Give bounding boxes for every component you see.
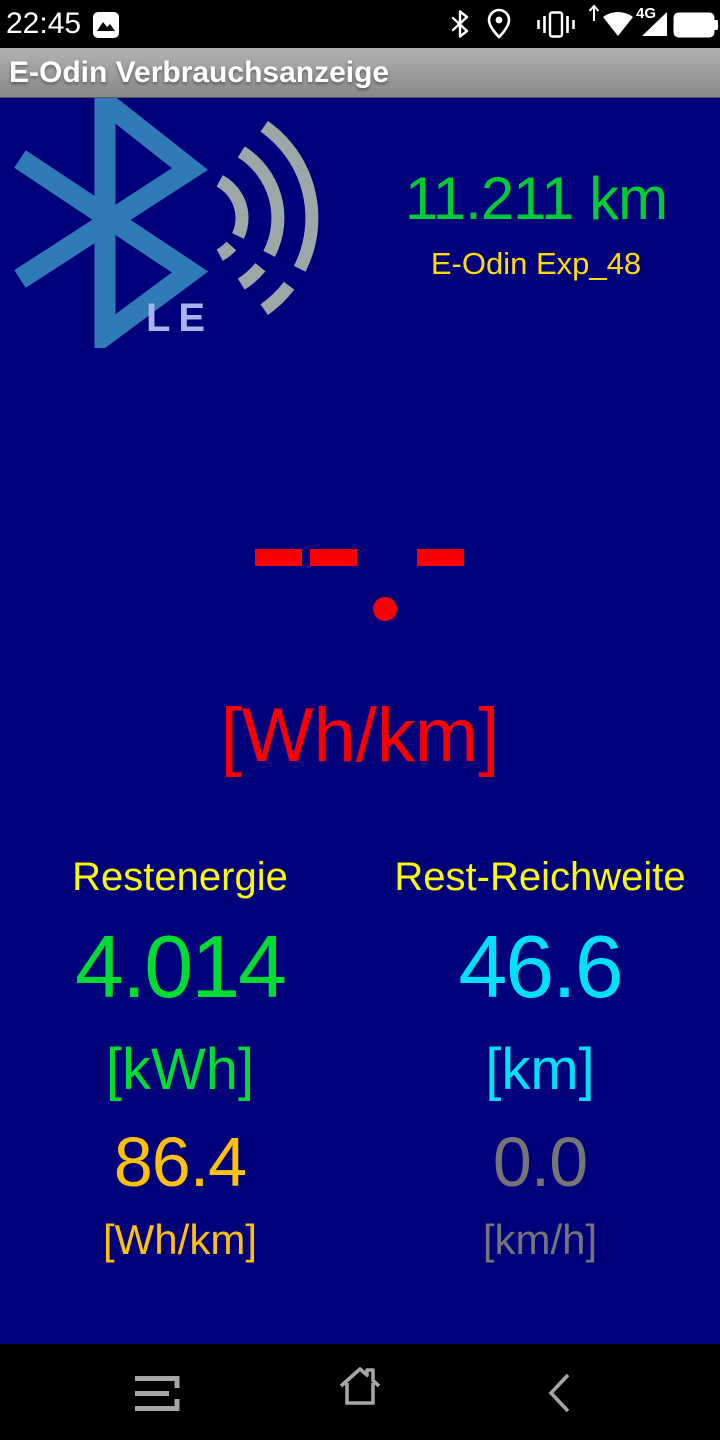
remaining-energy-unit: [kWh] (105, 1037, 255, 1102)
menu-button[interactable] (132, 1374, 180, 1412)
title-bar: E-Odin Verbrauchsanzeige (0, 48, 720, 98)
consumption-dash-1 (255, 549, 302, 566)
connected-device-name: E-Odin Exp_48 (430, 246, 642, 281)
home-icon (339, 1367, 381, 1405)
remaining-range-unit: [km] (485, 1037, 595, 1102)
speed-unit: [km/h] (482, 1216, 598, 1263)
remaining-energy-value: 4.014 (74, 917, 287, 1016)
avg-consumption-value: 86.4 (113, 1123, 247, 1201)
home-button[interactable] (336, 1362, 384, 1412)
bluetooth-icon (451, 10, 469, 38)
location-icon (487, 8, 511, 39)
status-clock: 22:45 (6, 7, 82, 40)
status-bar: 22:45 4G (0, 0, 720, 48)
odometer-value: 11.211 km (404, 165, 668, 232)
battery-icon (673, 12, 718, 38)
remaining-range-value: 46.6 (458, 917, 623, 1016)
app-title: E-Odin Verbrauchsanzeige (9, 56, 390, 89)
consumption-decimal-dot (373, 597, 397, 621)
signal-strength-icon (642, 12, 667, 36)
le-label: LE (146, 296, 214, 340)
back-icon (548, 1373, 570, 1413)
menu-icon (135, 1376, 180, 1411)
avg-consumption-unit: [Wh/km] (103, 1216, 257, 1263)
wifi-icon (603, 12, 633, 37)
speed-value: 0.0 (492, 1123, 588, 1201)
network-type-label: 4G (636, 5, 657, 22)
navigation-bar (0, 1344, 720, 1440)
consumption-dash-2 (310, 549, 357, 566)
upload-arrow-icon (588, 4, 600, 21)
remaining-range-header: Rest-Reichweite (394, 855, 686, 899)
photo-notification-icon (93, 12, 119, 38)
remaining-energy-header: Restenergie (72, 855, 288, 899)
bluetooth-le-logo-icon (14, 98, 319, 348)
consumption-dash-3 (417, 549, 464, 566)
vibrate-icon (537, 11, 575, 38)
back-button[interactable] (542, 1370, 574, 1416)
consumption-unit-label: [Wh/km] (220, 693, 500, 778)
